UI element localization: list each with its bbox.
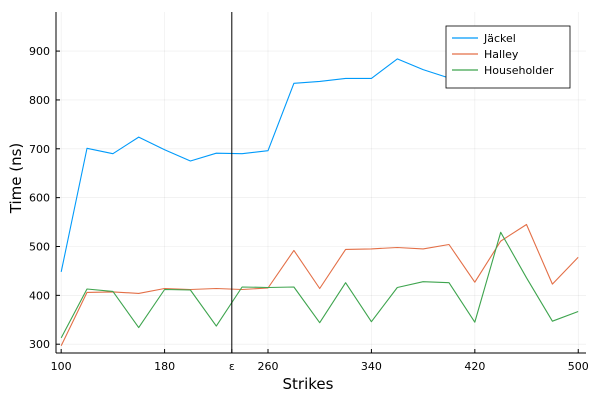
- x-axis-label: Strikes: [283, 375, 334, 393]
- series-lines: [61, 21, 578, 346]
- y-tick-label: 300: [29, 338, 50, 351]
- legend: Jäckel Halley Householder: [445, 25, 571, 89]
- legend-box: [445, 25, 571, 89]
- x-tick-label: ε: [229, 360, 235, 373]
- axes-frame: [55, 12, 586, 354]
- x-tick-label: 100: [51, 360, 72, 373]
- y-tick-label: 800: [29, 94, 50, 107]
- y-tick-label: 400: [29, 289, 50, 302]
- series-line-halley: [60, 223, 579, 346]
- x-tick-label: 260: [258, 360, 279, 373]
- y-tick-label: 900: [29, 45, 50, 58]
- y-axis-label: Time (ns): [7, 143, 25, 215]
- legend-label: Householder: [484, 64, 554, 77]
- x-tick-label: 500: [568, 360, 589, 373]
- y-tick-label: 700: [29, 143, 50, 156]
- legend-label: Jäckel: [483, 32, 516, 45]
- x-tick-label: 420: [464, 360, 485, 373]
- x-tick-label: 180: [154, 360, 175, 373]
- legend-label: Halley: [484, 48, 519, 61]
- y-tick-label: 600: [29, 192, 50, 205]
- y-tick-label: 500: [29, 240, 50, 253]
- axis-ticks: 100 180 ε 260 340 420 500 300 400 500 600 700 800 900: [29, 45, 589, 373]
- x-tick-label: 340: [361, 360, 382, 373]
- series-line-householder: [60, 231, 579, 339]
